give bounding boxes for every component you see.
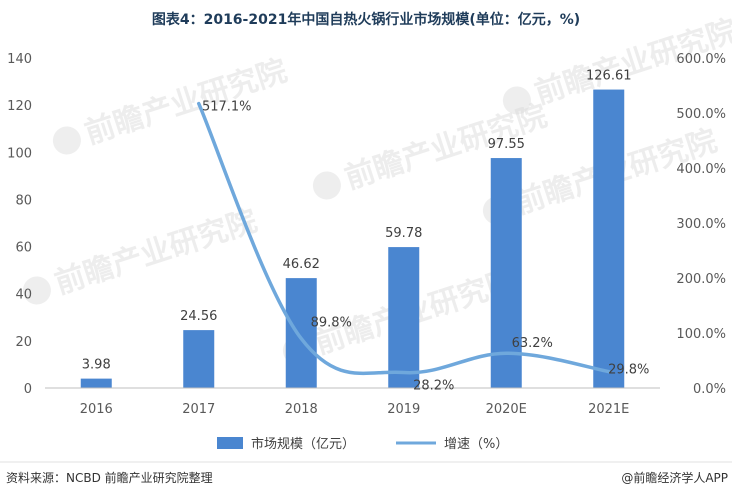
chart-title: 图表4：2016-2021年中国自热火锅行业市场规模(单位：亿元，%) [152, 11, 580, 28]
watermark-logo-icon [502, 86, 531, 115]
x-tick-label: 2018 [285, 402, 318, 417]
x-tick-label: 2021E [588, 402, 629, 417]
bar-value-label: 97.55 [488, 137, 525, 152]
right-tick-label: 600.0% [676, 52, 726, 67]
right-tick-label: 0.0% [693, 382, 726, 397]
growth-line [197, 101, 611, 376]
line-value-label: 28.2% [413, 378, 454, 393]
watermark-logo-icon [22, 276, 51, 305]
bar [285, 278, 317, 388]
left-tick-label: 40 [15, 288, 32, 303]
right-tick-label: 200.0% [676, 272, 726, 287]
bar-data-labels: 3.98 24.56 46.62 59.78 97.55 126.61 [82, 69, 632, 373]
right-tick-label: 400.0% [676, 162, 726, 177]
bar-value-label: 3.98 [82, 358, 111, 373]
source-text: 资料来源：NCBD 前瞻产业研究院整理 [6, 470, 213, 485]
brand-text: @前瞻经济学人APP [621, 470, 728, 485]
line-value-label: 29.8% [608, 363, 649, 378]
watermark: 前瞻产业研究院 [52, 53, 292, 155]
bar [490, 158, 522, 388]
left-tick-label: 20 [15, 335, 32, 350]
legend-line-label: 增速（%） [444, 437, 508, 452]
left-tick-label: 60 [15, 241, 32, 256]
watermark-logo-icon [52, 126, 81, 155]
line-value-label: 63.2% [512, 336, 553, 351]
right-tick-label: 300.0% [676, 217, 726, 232]
x-tick-label: 2016 [80, 402, 113, 417]
watermark-text: 前瞻产业研究院 [81, 53, 292, 151]
watermark-logo-icon [312, 171, 341, 200]
x-tick-label: 2020E [486, 402, 527, 417]
x-tick-label: 2019 [387, 402, 420, 417]
bar [183, 330, 215, 388]
line-value-label: 517.1% [202, 100, 252, 115]
x-axis: 2016 2017 2018 2019 2020E 2021E [80, 402, 630, 417]
watermark: 前瞻产业研究院 [22, 203, 262, 305]
left-tick-label: 0 [24, 382, 32, 397]
left-tick-label: 120 [7, 99, 32, 114]
left-tick-label: 100 [7, 146, 32, 161]
watermarks: 前瞻产业研究院前瞻产业研究院前瞻产业研究院前瞻产业研究院前瞻产业研究院前瞻产业研… [22, 13, 732, 365]
bar [80, 378, 112, 388]
line-data-labels: 517.1% 89.8% 28.2% 63.2% 29.8% [202, 100, 649, 394]
legend-bar-swatch [217, 437, 243, 449]
legend-bar-label: 市场规模（亿元） [251, 436, 355, 452]
bar-value-label: 46.62 [283, 257, 320, 272]
watermark-text: 前瞻产业研究院 [51, 203, 262, 301]
left-tick-label: 140 [7, 52, 32, 67]
right-tick-label: 100.0% [676, 327, 726, 342]
bar-value-label: 24.56 [180, 309, 217, 324]
legend: 市场规模（亿元） 增速（%） [217, 436, 508, 452]
right-tick-label: 500.0% [676, 107, 726, 122]
bar-value-label: 59.78 [385, 226, 422, 241]
right-axis: 0.0% 100.0% 200.0% 300.0% 400.0% 500.0% 600.0% [676, 52, 726, 397]
left-axis: 0 20 40 60 80 100 120 140 [7, 52, 32, 397]
x-tick-label: 2017 [182, 402, 215, 417]
bar-value-label: 126.61 [586, 69, 632, 84]
bar-series [80, 89, 625, 389]
line-value-label: 89.8% [311, 316, 352, 331]
bar [388, 247, 420, 388]
line-series [197, 101, 611, 376]
bar [593, 89, 625, 389]
left-tick-label: 80 [15, 193, 32, 208]
